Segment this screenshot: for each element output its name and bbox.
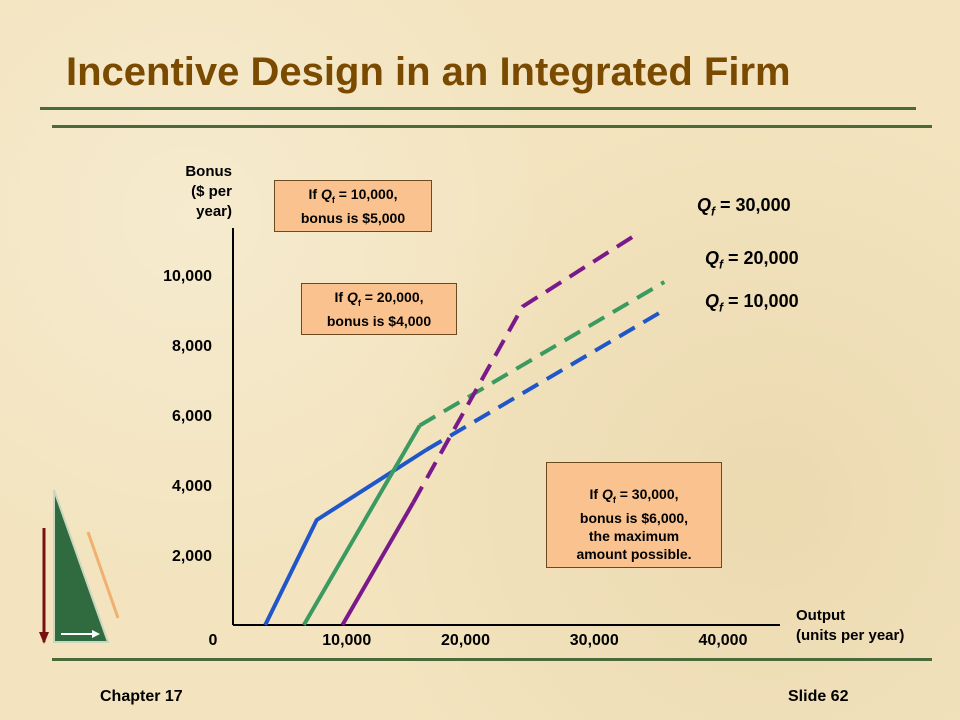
callout-sub: f bbox=[331, 194, 335, 205]
series-solid-line-2 bbox=[340, 501, 416, 627]
callout-text: bonus is $6,000, the maximum amount poss… bbox=[576, 509, 692, 562]
footer-slide-number: Slide 62 bbox=[788, 688, 849, 705]
callout-sub: f bbox=[357, 297, 361, 308]
callout-text: bonus is $4,000 bbox=[326, 312, 432, 329]
chart-tick-labels: 2,000 4,000 6,000 8,000 10,000 0 10,000 20,000 3… bbox=[163, 268, 748, 649]
slide-logo-icon bbox=[39, 489, 120, 644]
series-label-q30000: Qf = 30,000 bbox=[697, 195, 791, 219]
callout-prefix: If bbox=[589, 486, 602, 502]
x-tick-label: 40,000 bbox=[699, 632, 748, 649]
callout-var: Q bbox=[601, 486, 613, 502]
y-tick-label: 2,000 bbox=[172, 548, 212, 565]
series-label-var: Q bbox=[705, 248, 720, 268]
title-rule-top bbox=[40, 107, 916, 110]
series-solid-line-1 bbox=[302, 424, 422, 627]
callout-value: = 20,000, bbox=[360, 289, 424, 305]
x-tick-label: 20,000 bbox=[441, 632, 490, 649]
x-tick-label: 10,000 bbox=[322, 632, 371, 649]
series-label-sub: f bbox=[711, 204, 716, 219]
callout-text: bonus is $5,000 bbox=[300, 209, 406, 226]
callout-q10000: If Qf = 10,000, bonus is $5,000 bbox=[274, 180, 432, 232]
y-tick-label: 8,000 bbox=[172, 338, 212, 355]
chart-series-lines bbox=[263, 231, 666, 627]
chart-axes bbox=[232, 228, 780, 626]
series-dashed-line-1 bbox=[418, 280, 666, 428]
series-label-var: Q bbox=[705, 291, 720, 311]
series-solid-line-0 bbox=[263, 448, 428, 626]
series-dashed-line-2 bbox=[411, 231, 640, 504]
series-label-sub: f bbox=[719, 257, 724, 272]
x-axis-title: Output (units per year) bbox=[796, 607, 905, 644]
series-label-q20000: Qf = 20,000 bbox=[705, 248, 799, 272]
series-label-q10000: Qf = 10,000 bbox=[705, 291, 799, 315]
footer-chapter: Chapter 17 bbox=[100, 688, 183, 705]
y-tick-label: 4,000 bbox=[172, 478, 212, 495]
series-dashed-line-0 bbox=[425, 308, 666, 452]
callout-sub: f bbox=[612, 494, 616, 505]
series-label-sub: f bbox=[719, 300, 724, 315]
series-label-value: = 10,000 bbox=[723, 291, 799, 311]
origin-label: 0 bbox=[209, 632, 218, 649]
callout-var: Q bbox=[320, 186, 332, 202]
series-label-value: = 30,000 bbox=[715, 195, 791, 215]
callout-var: Q bbox=[346, 289, 358, 305]
footer-rule bbox=[52, 658, 932, 661]
y-tick-label: 10,000 bbox=[163, 268, 212, 285]
callout-value: = 30,000, bbox=[615, 486, 679, 502]
callout-value: = 10,000, bbox=[334, 186, 398, 202]
callout-prefix: If bbox=[334, 289, 347, 305]
y-axis-title: Bonus ($ per year) bbox=[185, 163, 232, 220]
series-label-var: Q bbox=[697, 195, 712, 215]
series-label-value: = 20,000 bbox=[723, 248, 799, 268]
title-rule-bottom bbox=[52, 125, 932, 128]
y-tick-label: 6,000 bbox=[172, 408, 212, 425]
x-tick-label: 30,000 bbox=[570, 632, 619, 649]
callout-q20000: If Qf = 20,000, bonus is $4,000 bbox=[301, 283, 457, 335]
callout-q30000: If Qf = 30,000, bonus is $6,000, the max… bbox=[546, 462, 722, 568]
page-title: Incentive Design in an Integrated Firm bbox=[66, 50, 791, 94]
callout-prefix: If bbox=[308, 186, 321, 202]
